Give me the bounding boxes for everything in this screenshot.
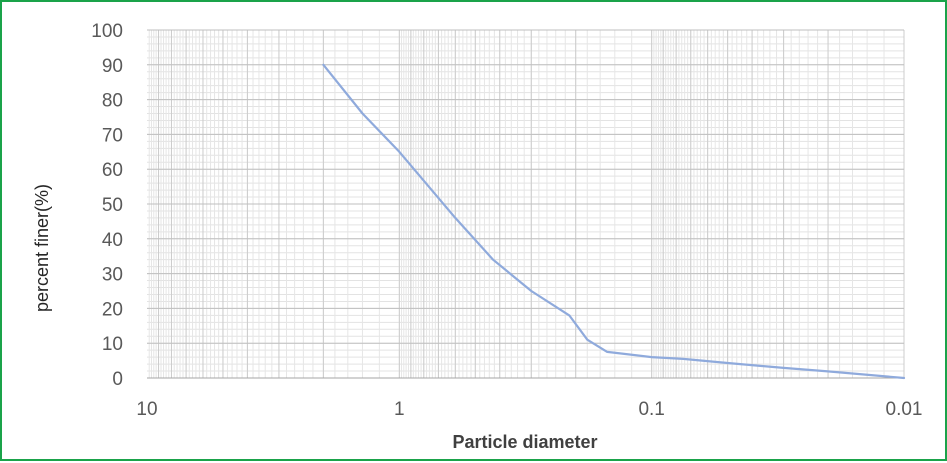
x-tick-label: 0.01 — [886, 399, 923, 420]
series-group — [322, 63, 906, 380]
y-tick-label: 80 — [102, 91, 123, 112]
x-tick-labels: 10 1 0.1 0.01 — [136, 399, 922, 420]
y-tick-label: 50 — [102, 195, 123, 216]
x-tick-label: 10 — [136, 399, 157, 420]
y-tick-label: 20 — [102, 299, 123, 320]
y-tick-label: 40 — [102, 230, 123, 251]
y-tick-label: 60 — [102, 160, 123, 181]
x-tick-label: 1 — [394, 399, 405, 420]
y-tick-label: 0 — [112, 369, 123, 390]
y-tick-label: 100 — [91, 21, 123, 42]
grid-lines — [147, 29, 905, 379]
y-axis-title: percent finer(%) — [32, 184, 52, 312]
y-tick-labels: 0 10 20 30 40 50 60 70 80 90 100 — [91, 21, 123, 390]
x-axis-title: Particle diameter — [452, 432, 597, 452]
y-tick-label: 90 — [102, 56, 123, 77]
y-tick-label: 30 — [102, 265, 123, 286]
x-tick-label: 0.1 — [638, 399, 664, 420]
series-line — [322, 63, 906, 380]
y-tick-label: 70 — [102, 125, 123, 146]
y-tick-label: 10 — [102, 334, 123, 355]
